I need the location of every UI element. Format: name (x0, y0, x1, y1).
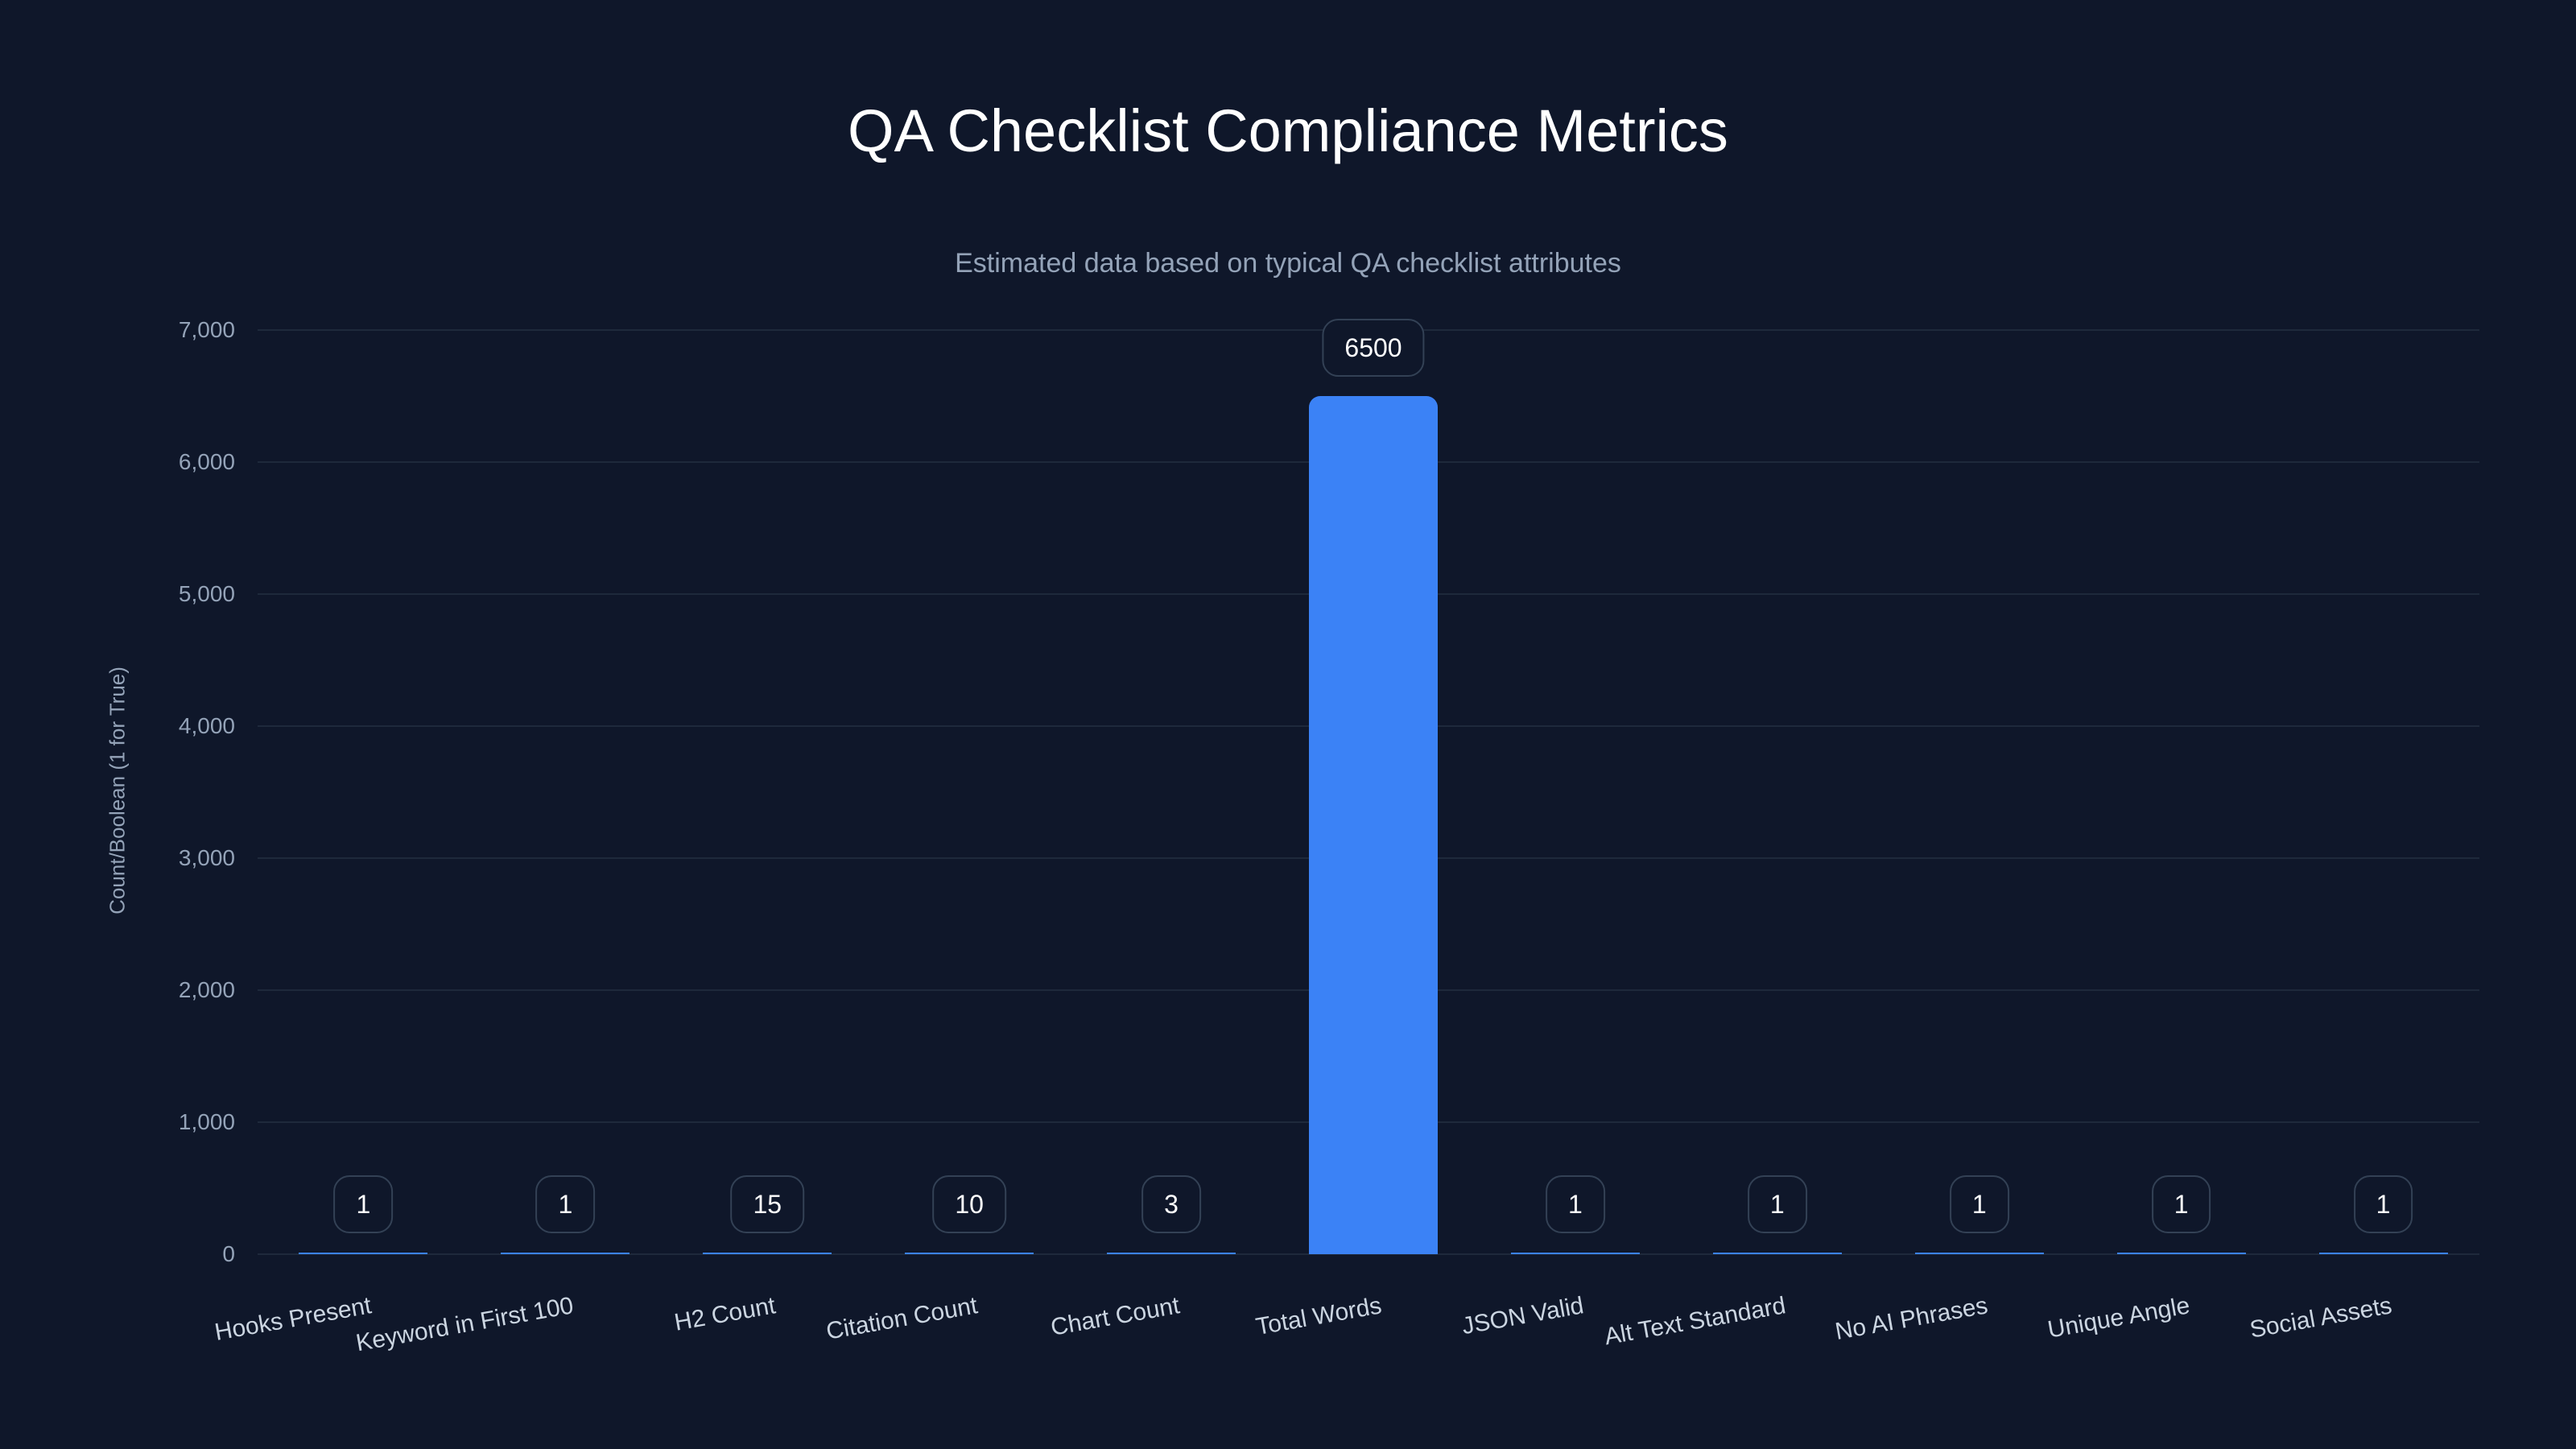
bar[interactable] (1914, 1253, 2044, 1254)
bar[interactable] (2116, 1253, 2246, 1254)
x-tick-label: H2 Count (672, 1292, 778, 1336)
bar[interactable] (2318, 1253, 2448, 1254)
data-label: 1 (2151, 1175, 2211, 1233)
data-label: 1 (2353, 1175, 2413, 1233)
y-tick-label: 0 (222, 1241, 235, 1266)
data-label: 10 (932, 1175, 1006, 1233)
plot-area: 0 1,000 2,000 3,000 4,000 5,000 6,000 7,000 1 Hoo… (179, 318, 2479, 1356)
x-tick-label: JSON Valid (1459, 1292, 1586, 1340)
bar[interactable] (703, 1252, 832, 1254)
x-tick-label: Unique Angle (2045, 1292, 2192, 1344)
y-tick-label: 5,000 (178, 581, 235, 606)
data-label: 1 (535, 1175, 596, 1233)
bar[interactable] (501, 1253, 630, 1254)
data-label: 6500 (1322, 319, 1425, 377)
x-tick-label: No AI Phrases (1832, 1292, 1990, 1346)
data-label: 15 (730, 1174, 805, 1233)
gridline (258, 1253, 2479, 1255)
x-tick-label: Hooks Present (213, 1292, 374, 1346)
x-tick-label: Alt Text Standard (1602, 1292, 1788, 1351)
x-tick-label: Citation Count (824, 1292, 980, 1345)
chart-title: QA Checklist Compliance Metrics (848, 97, 1728, 164)
y-tick-label: 7,000 (178, 317, 235, 342)
bar[interactable] (1107, 1253, 1236, 1254)
y-tick-label: 3,000 (178, 845, 235, 870)
bar[interactable] (1712, 1253, 1842, 1254)
bar[interactable] (299, 1253, 428, 1254)
x-tick-label: Total Words (1253, 1292, 1384, 1341)
y-tick-label: 1,000 (178, 1109, 235, 1134)
y-axis-label: Count/Boolean (1 for True) (105, 667, 130, 914)
bar[interactable] (1309, 396, 1438, 1254)
y-tick-label: 2,000 (178, 977, 235, 1002)
data-label: 1 (1949, 1175, 2009, 1233)
x-tick-label: Social Assets (2247, 1292, 2394, 1344)
chart-subtitle: Estimated data based on typical QA check… (955, 248, 1621, 279)
y-tick-label: 6,000 (178, 449, 235, 474)
y-tick-label: 4,000 (178, 713, 235, 738)
bar[interactable] (905, 1253, 1034, 1254)
data-label: 1 (333, 1175, 394, 1233)
x-tick-label: Chart Count (1048, 1292, 1182, 1341)
data-label: 1 (1546, 1175, 1605, 1233)
data-label: 3 (1141, 1175, 1201, 1233)
data-label: 1 (1747, 1175, 1807, 1233)
x-tick-label: Keyword in First 100 (354, 1292, 576, 1357)
bar[interactable] (1510, 1253, 1640, 1254)
